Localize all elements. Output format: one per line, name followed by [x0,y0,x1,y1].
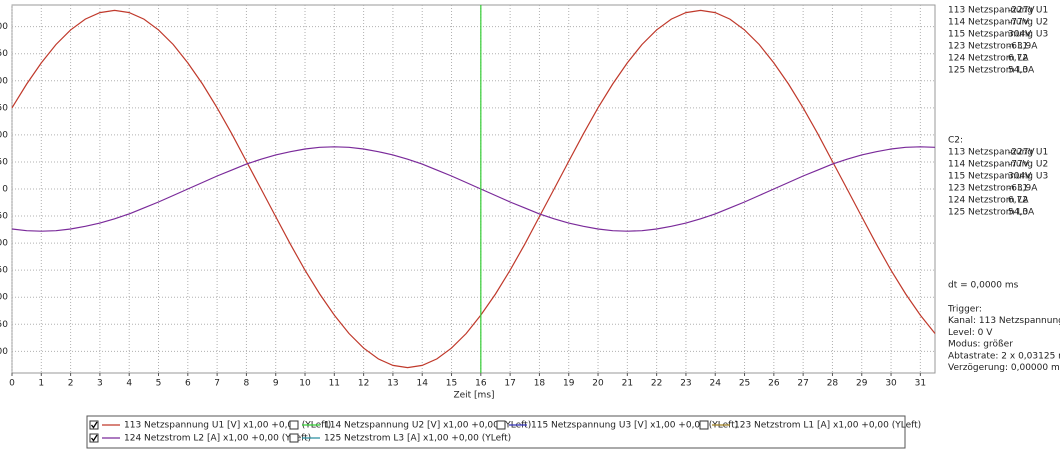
readout-label: 114 Netzspannung U2 [948,160,1048,170]
readout-label: 123 Netzstrom L1 [948,42,1028,52]
y-tick-label: -250 [0,320,8,330]
y-tick-label: -300 [0,347,8,357]
x-tick-label: 14 [416,379,428,389]
y-tick-label: 250 [0,49,8,59]
readout-value: -77V [1008,160,1030,170]
y-tick-label: -50 [0,212,8,222]
readout-label: 115 Netzspannung U3 [948,30,1048,40]
trigger-line: Trigger: [947,305,982,315]
y-tick-label: -100 [0,239,8,249]
readout-value: -63,9A [1008,42,1038,52]
x-tick-label: 15 [446,379,457,389]
x-tick-label: 26 [768,379,780,389]
readout-value: 54,0A [1008,66,1035,76]
legend-label: 123 Netzstrom L1 [A] x1,00 +0,00 (YLeft) [734,421,921,431]
x-tick-label: 31 [915,379,926,389]
x-tick-label: 9 [273,379,279,389]
legend-label: 115 Netzspannung U3 [V] x1,00 +0,00 (YLe… [531,421,738,431]
x-tick-label: 11 [329,379,340,389]
x-tick-label: 25 [739,379,750,389]
y-tick-label: 100 [0,130,8,140]
legend-checkbox[interactable] [89,433,99,443]
legend-label: 114 Netzspannung U2 [V] x1,00 +0,00 (YLe… [324,421,531,431]
x-tick-label: 22 [651,379,662,389]
x-tick-label: 19 [563,379,575,389]
readout-label: 115 Netzspannung U3 [948,172,1048,182]
legend-checkbox[interactable] [699,420,709,430]
legend-label: 125 Netzstrom L3 [A] x1,00 +0,00 (YLeft) [324,434,511,444]
y-tick-label: 300 [0,22,8,32]
legend-box [86,415,906,449]
legend-label: 113 Netzspannung U1 [V] x1,00 +0,00 (YLe… [124,421,331,431]
readout-label: 123 Netzstrom L1 [948,184,1028,194]
legend-check [90,421,98,429]
x-tick-label: 10 [299,379,311,389]
y-tick-label: 200 [0,76,8,86]
y-tick-label: -200 [0,293,8,303]
x-tick-label: 17 [504,379,515,389]
y-tick-label: 0 [2,185,8,195]
x-tick-label: 6 [185,379,191,389]
readout-value: 6,7A [1008,54,1029,64]
readout-label: 113 Netzspannung U1 [948,6,1048,16]
readout-value: -63,9A [1008,184,1038,194]
x-tick-label: 3 [97,379,103,389]
readout-value: 304V [1008,30,1032,40]
x-tick-label: 2 [68,379,74,389]
series-line [11,146,936,232]
readout-label: 124 Netzstrom L2 [948,196,1028,206]
legend-checkbox[interactable] [496,420,506,430]
x-tick-label: 30 [885,379,897,389]
trigger-line: Abtastrate: 2 x 0,03125 ms [948,351,1060,361]
readout-title: C2: [948,136,963,146]
trigger-line: Kanal: 113 Netzspannung U1 [948,316,1060,326]
x-tick-label: 13 [387,379,398,389]
x-tick-label: 27 [797,379,808,389]
readout-label: 114 Netzspannung U2 [948,18,1048,28]
x-tick-label: 21 [622,379,633,389]
legend-check [90,434,98,442]
readout-value: 304V [1008,172,1032,182]
x-tick-label: 5 [156,379,162,389]
legend-checkbox[interactable] [289,420,299,430]
x-tick-label: 7 [214,379,220,389]
x-tick-label: 4 [126,379,132,389]
x-tick-label: 24 [710,379,722,389]
y-tick-label: 150 [0,103,8,113]
y-tick-label: -150 [0,266,8,276]
readout-value: -227V [1008,148,1035,158]
x-tick-label: 16 [475,379,487,389]
readout-value: 54,0A [1008,208,1035,218]
readout-label: 124 Netzstrom L2 [948,54,1028,64]
x-tick-label: 1 [38,379,44,389]
y-tick-label: 50 [0,157,8,167]
x-tick-label: 18 [534,379,546,389]
x-tick-label: 23 [680,379,691,389]
x-axis-label: Zeit [ms] [453,391,494,401]
trigger-line: Level: 0 V [948,328,993,338]
readout-value: -77V [1008,18,1030,28]
dt-text: dt = 0,0000 ms [948,281,1019,291]
readout-value: -227V [1008,6,1035,16]
trigger-line: Verzögerung: 0,00000 ms [948,363,1060,373]
readout-label: 113 Netzspannung U1 [948,148,1048,158]
legend-checkbox[interactable] [289,433,299,443]
x-tick-label: 28 [827,379,839,389]
x-tick-label: 12 [358,379,369,389]
x-tick-label: 8 [244,379,250,389]
readout-value: 6,7A [1008,196,1029,206]
x-tick-label: 29 [856,379,868,389]
readout-label: 125 Netzstrom L3 [948,208,1028,218]
readout-label: 125 Netzstrom L3 [948,66,1028,76]
series-line [11,9,936,369]
legend-label: 124 Netzstrom L2 [A] x1,00 +0,00 (YLeft) [124,434,311,444]
x-tick-label: 0 [9,379,15,389]
trigger-line: Modus: größer [948,340,1013,350]
x-tick-label: 20 [592,379,604,389]
legend-checkbox[interactable] [89,420,99,430]
